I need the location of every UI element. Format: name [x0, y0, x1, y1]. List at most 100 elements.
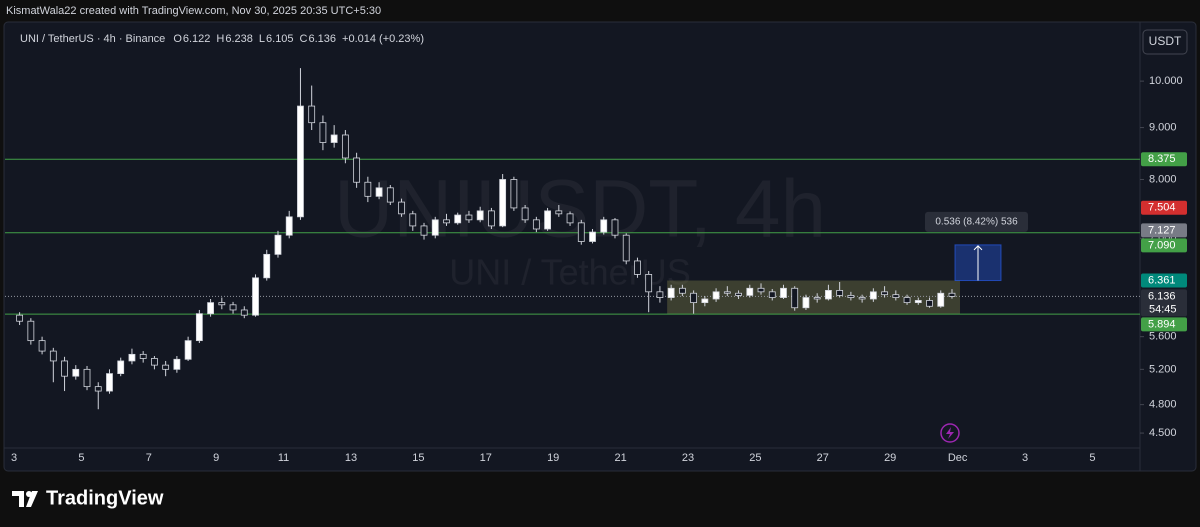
- candle-body: [106, 373, 113, 392]
- candle-body: [712, 291, 720, 300]
- candle-body: [622, 234, 630, 262]
- candle-body: [847, 294, 855, 298]
- price-label-bg: [1141, 152, 1187, 167]
- candle-body: [263, 253, 271, 279]
- candle-body: [757, 287, 765, 293]
- candle-body: [802, 297, 810, 309]
- y-tick-label: 5.200: [1149, 363, 1177, 375]
- x-tick-label: 13: [345, 452, 357, 464]
- candle-body: [364, 181, 372, 197]
- currency-button[interactable]: USDT: [1142, 29, 1188, 55]
- price-label: 6.361: [1148, 274, 1176, 286]
- x-tick-label: 19: [547, 452, 559, 464]
- y-tick-label: 8.000: [1149, 173, 1177, 185]
- candle-body: [61, 360, 68, 377]
- candle-body: [27, 320, 35, 342]
- candle-body: [611, 219, 619, 236]
- candle-body: [443, 219, 450, 224]
- candle-body: [353, 157, 361, 183]
- candle-body: [173, 358, 181, 370]
- candle-body: [566, 213, 574, 224]
- y-tick-label: 10.000: [1149, 75, 1183, 87]
- candle-body: [465, 214, 473, 221]
- price-label-bg: [1141, 273, 1187, 288]
- candle-body: [16, 314, 24, 322]
- candle-body: [678, 287, 686, 294]
- candle-body: [128, 353, 136, 362]
- candle-body: [252, 277, 259, 316]
- candle-body: [420, 225, 428, 236]
- price-label: 5.894: [1148, 318, 1176, 330]
- candle-body: [38, 340, 46, 352]
- candle-body: [207, 302, 214, 315]
- candle-body: [341, 134, 349, 159]
- x-tick-label: 23: [682, 452, 694, 464]
- watermark-description: UNI / TetherUS: [449, 252, 690, 293]
- x-tick-label: 5: [1089, 452, 1095, 464]
- candle-body: [532, 219, 540, 230]
- x-tick-label: 17: [480, 452, 492, 464]
- candle-body: [218, 302, 226, 306]
- measure-label: 0.536 (8.42%) 536: [935, 217, 1018, 228]
- candle-body: [297, 105, 304, 218]
- candle-body: [791, 287, 799, 309]
- plot: 10.0009.0008.0007.0005.6005.2004.8004.50…: [5, 68, 1187, 464]
- measure-arrow-head: [973, 245, 983, 251]
- candle-body: [656, 291, 664, 298]
- alert-icon[interactable]: [940, 423, 960, 443]
- price-label: 8.375: [1148, 153, 1176, 165]
- logo-dot[interactable]: [26, 491, 32, 497]
- ohlc-key: O: [173, 33, 182, 45]
- x-tick-label: 5: [78, 452, 84, 464]
- candle-body: [49, 350, 57, 362]
- candle-body: [510, 179, 518, 209]
- candle-body: [431, 219, 439, 236]
- price-label: 7.127: [1148, 224, 1176, 236]
- candle-body: [229, 304, 237, 311]
- candle-body: [285, 216, 293, 236]
- candle-body: [398, 201, 405, 215]
- ohlc-value: 6.136: [309, 33, 337, 45]
- candle-body: [589, 231, 596, 242]
- candle-body: [94, 386, 102, 392]
- range-box: [667, 280, 960, 315]
- candle-body: [151, 358, 158, 366]
- price-label: 6.136: [1148, 290, 1176, 302]
- candle-body: [600, 219, 608, 233]
- candle-body: [577, 222, 585, 242]
- alert-icon-ring[interactable]: [940, 423, 960, 443]
- x-tick-label: 25: [749, 452, 761, 464]
- candle-body: [375, 187, 383, 197]
- currency-button-label[interactable]: USDT: [1149, 34, 1182, 48]
- candle-body: [139, 353, 147, 359]
- candle-body: [274, 234, 282, 255]
- candle-body: [454, 214, 462, 224]
- candle-body: [386, 187, 394, 203]
- candle-body: [881, 291, 888, 296]
- credit: KismatWala22 created with TradingView.co…: [6, 5, 381, 17]
- x-tick-label: 29: [884, 452, 896, 464]
- price-label-bg: [1141, 289, 1187, 317]
- x-tick-label: 3: [11, 452, 17, 464]
- candle-body: [634, 260, 641, 275]
- candle-body: [780, 287, 787, 298]
- candle-body: [162, 364, 170, 370]
- ohlc-key: H: [216, 33, 224, 45]
- currency-button-frame[interactable]: [1142, 29, 1188, 55]
- candle-body: [926, 300, 933, 307]
- candle-body: [184, 340, 192, 360]
- brand[interactable]: TradingView: [46, 487, 164, 509]
- candle-body: [476, 210, 484, 221]
- ohlc-key: C: [300, 33, 308, 45]
- y-tick-label: 4.500: [1149, 427, 1177, 439]
- alert-icon-bolt[interactable]: [946, 427, 954, 439]
- candle-body: [521, 207, 529, 221]
- change: +0.014 (+0.23%): [342, 33, 424, 45]
- candle-body: [948, 292, 956, 297]
- candle-body: [914, 300, 922, 304]
- measure-tooltip: [925, 211, 1028, 232]
- price-label: 7.504: [1148, 202, 1176, 214]
- price-label-bg: [1141, 238, 1187, 253]
- candle-body: [645, 273, 653, 293]
- footer-logo[interactable]: TradingView: [12, 487, 164, 509]
